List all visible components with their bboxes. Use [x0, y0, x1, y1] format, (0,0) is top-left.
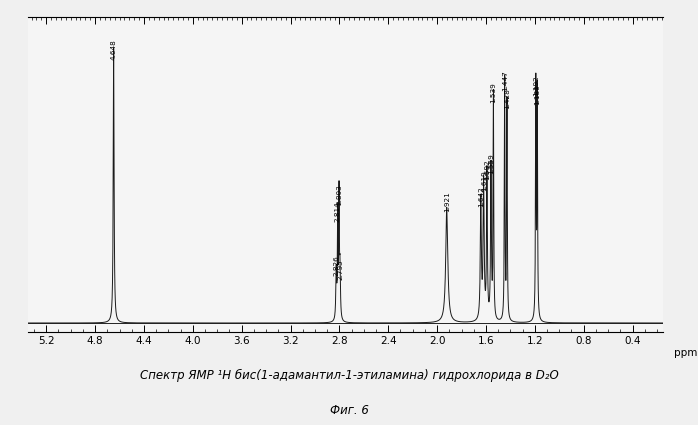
Text: 1.619: 1.619 — [481, 170, 487, 191]
Text: Фиг. 6: Фиг. 6 — [329, 403, 369, 416]
Text: 1.539: 1.539 — [491, 83, 496, 103]
Text: 1.192: 1.192 — [533, 76, 539, 96]
Text: 1.921: 1.921 — [444, 192, 450, 212]
Text: 4.648: 4.648 — [111, 39, 117, 60]
Text: 2.795: 2.795 — [337, 260, 343, 280]
Text: 1.428: 1.428 — [504, 88, 510, 109]
Text: 1.559: 1.559 — [488, 153, 494, 174]
Text: 1.447: 1.447 — [502, 70, 507, 91]
Text: 2.826: 2.826 — [333, 255, 339, 276]
Text: 1.592: 1.592 — [484, 159, 490, 180]
Text: ppm: ppm — [674, 348, 697, 358]
Text: Спектр ЯМР ¹H бис(1-адамантил-1-этиламина) гидрохлорида в D₂O: Спектр ЯМР ¹H бис(1-адамантил-1-этиламин… — [140, 369, 558, 382]
Text: 2.803: 2.803 — [336, 185, 342, 205]
Text: 2.814: 2.814 — [335, 202, 341, 222]
Text: 1.642: 1.642 — [478, 186, 484, 207]
Text: 1.180: 1.180 — [534, 84, 540, 105]
